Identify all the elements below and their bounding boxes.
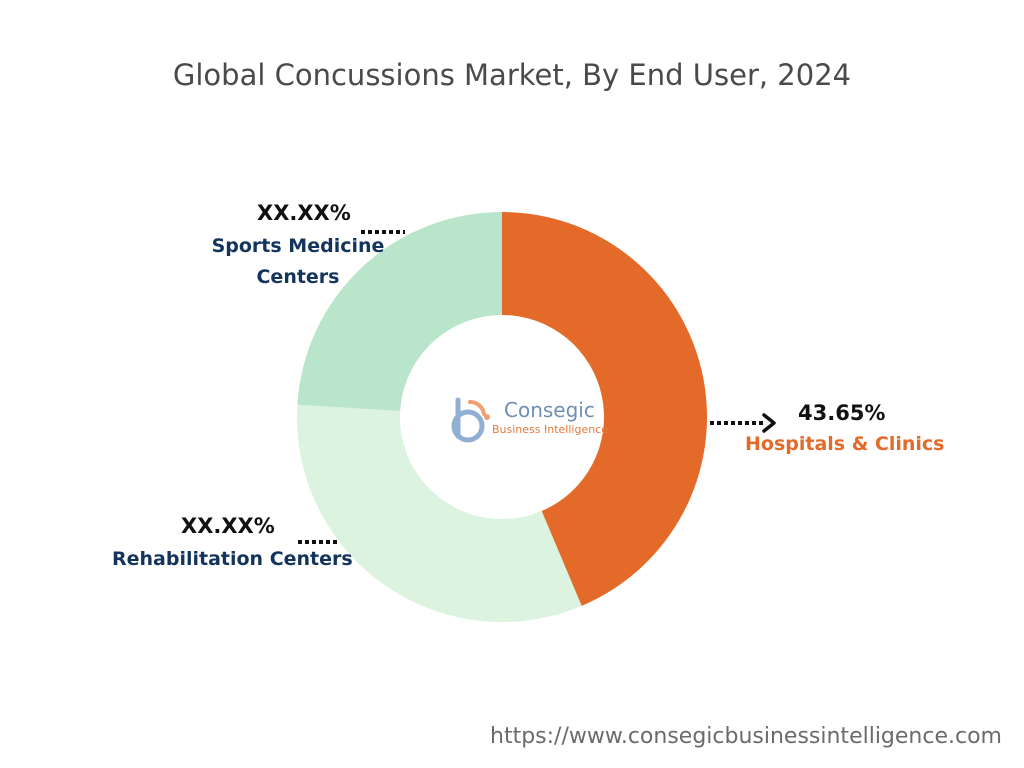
hospitals-value-label: 43.65% <box>798 401 886 425</box>
hospitals-leader-arrow <box>762 413 776 433</box>
sports-category-label-line2: Centers <box>256 266 340 288</box>
sports-category-label-line1: Sports Medicine <box>211 235 385 257</box>
source-url[interactable]: https://www.consegicbusinessintelligence… <box>490 724 1002 749</box>
sports-category-label: Sports Medicine Centers <box>208 231 388 293</box>
logo-tagline: Business Intelligence <box>492 423 609 436</box>
slice-hospitals <box>502 212 708 606</box>
logo-name: Consegic <box>504 398 595 422</box>
slice-sports <box>297 212 502 411</box>
consegic-logo: Consegic Business Intelligence <box>440 392 610 448</box>
rehabilitation-category-label: Rehabilitation Centers <box>112 548 353 570</box>
rehabilitation-value-label: XX.XX% <box>181 514 275 538</box>
hospitals-category-label: Hospitals & Clinics <box>745 433 945 455</box>
chart-title: Global Concussions Market, By End User, … <box>172 58 852 92</box>
consegic-logo-icon <box>451 397 490 443</box>
sports-value-label: XX.XX% <box>257 201 351 225</box>
slice-rehabilitation <box>297 404 582 622</box>
